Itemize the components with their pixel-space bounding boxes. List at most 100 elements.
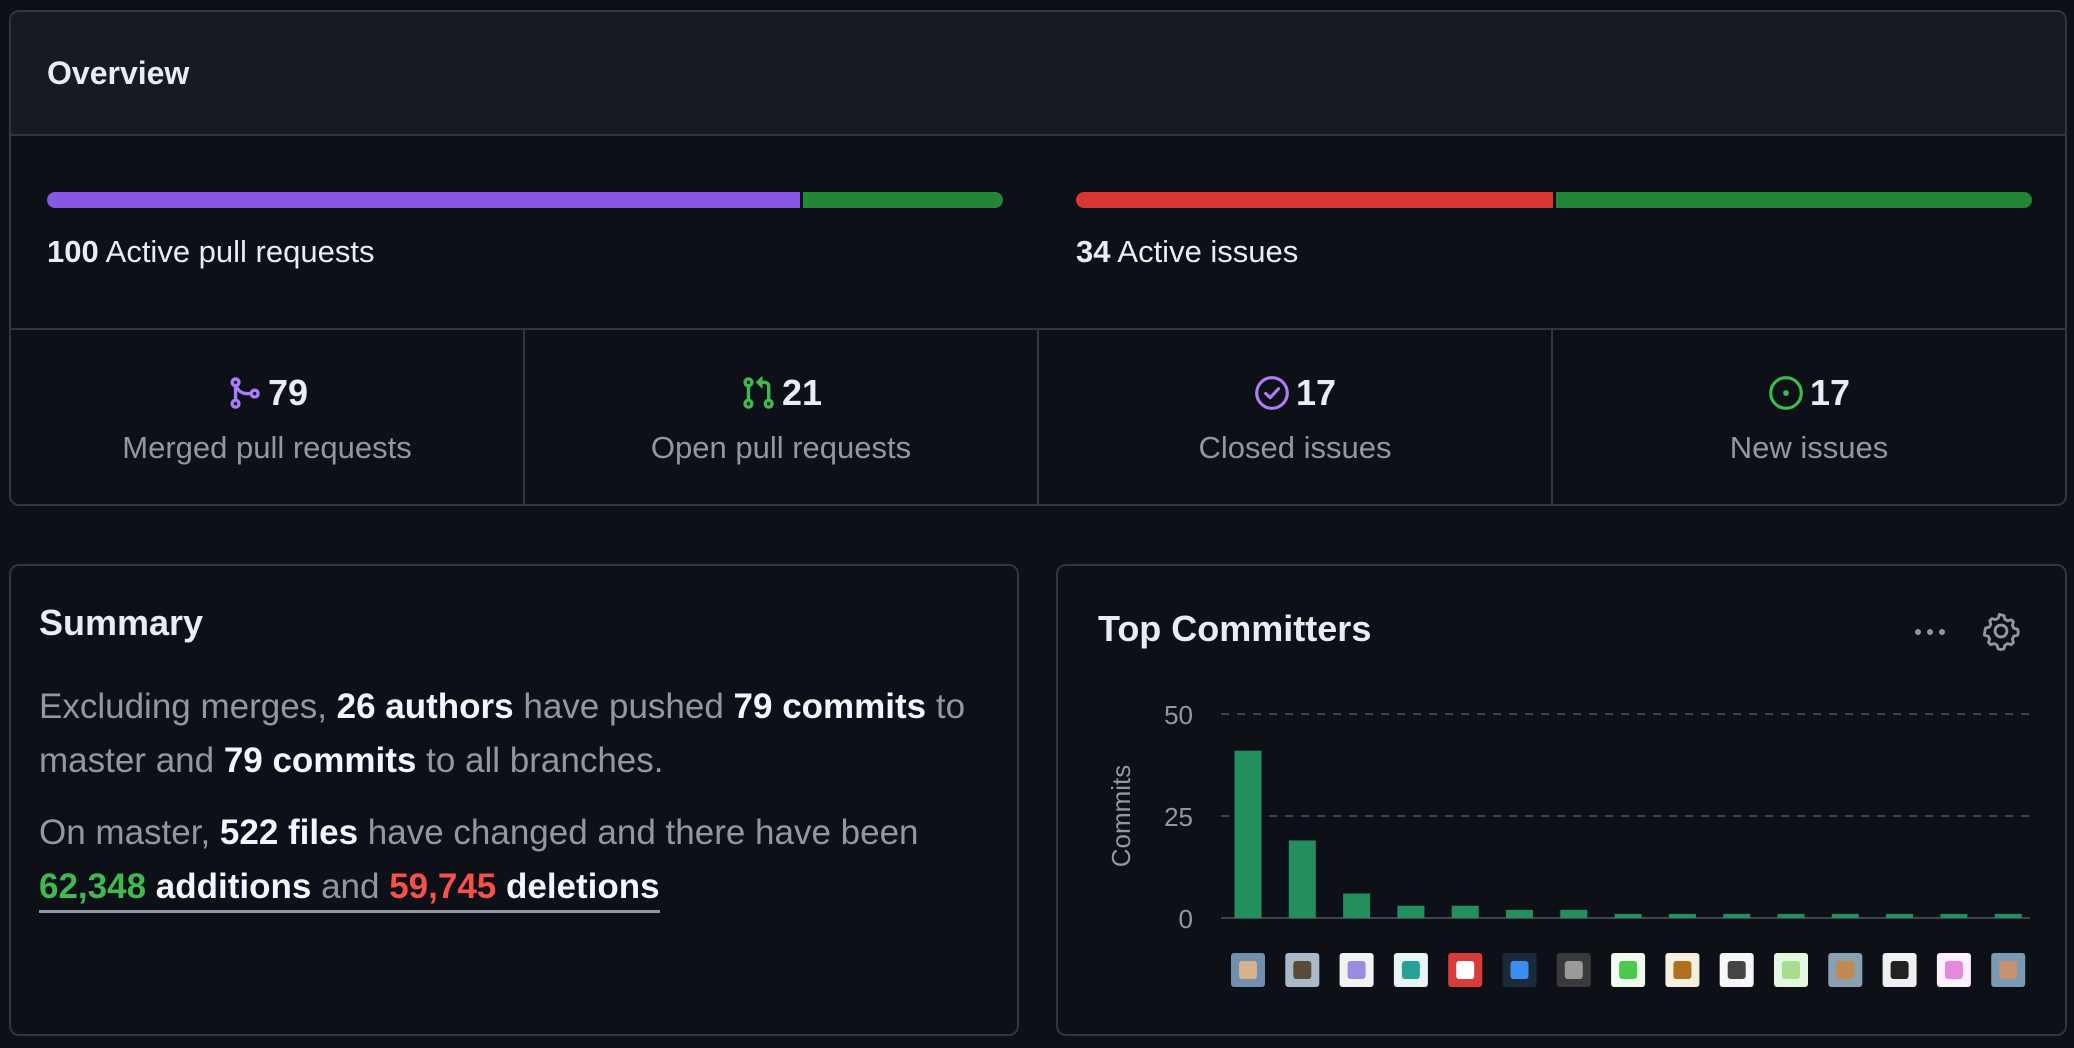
- summary-text: have pushed: [513, 687, 734, 726]
- commit-bar: [1831, 913, 1859, 918]
- active-issues-text: Active issues: [1117, 234, 1299, 269]
- avatar-glyph: [1782, 961, 1800, 979]
- commit-bar: [1723, 913, 1751, 918]
- all-branches-commits-count[interactable]: 79 commits: [223, 741, 417, 780]
- avatar-glyph: [1890, 961, 1909, 979]
- avatar-glyph: [1727, 961, 1746, 979]
- diff-stats-link[interactable]: 62,348 additions and 59,745 deletions: [39, 867, 660, 913]
- stats-row: 79 Merged pull requests 21 Open pull req…: [11, 330, 2065, 504]
- files-changed-count[interactable]: 522 files: [219, 813, 359, 852]
- commit-bar: [1940, 913, 1968, 918]
- committer-avatar[interactable]: [1991, 953, 2026, 987]
- issues-bar[interactable]: [1076, 192, 2032, 208]
- activity-bars: 100 Active pull requests 34 Active issue…: [11, 136, 2065, 330]
- stat-value: 17: [1295, 372, 1337, 413]
- summary-text: to master and: [39, 687, 966, 780]
- committer-avatar[interactable]: [1774, 953, 1808, 987]
- additions-label: additions: [146, 867, 312, 906]
- closed-segment: [1076, 192, 1553, 208]
- y-axis-label: Commits: [1106, 765, 1136, 868]
- kebab-horizontal-icon[interactable]: [1910, 612, 1950, 652]
- active-issues-count: 34: [1076, 234, 1111, 269]
- stat-value: 79: [267, 372, 309, 413]
- summary-text: On master,: [39, 813, 220, 852]
- avatar-glyph: [1239, 961, 1257, 979]
- avatar-glyph: [1293, 961, 1312, 979]
- commit-bar: [1234, 750, 1262, 918]
- avatar-glyph: [1999, 961, 2018, 979]
- commit-bar: [1397, 905, 1425, 918]
- y-tick-label: 25: [1164, 802, 1193, 832]
- summary-panel: Summary Excluding merges, 26 authors hav…: [9, 564, 1019, 1036]
- avatar-glyph: [1836, 961, 1855, 979]
- commit-bar: [1451, 905, 1479, 918]
- commit-bar: [1614, 913, 1642, 918]
- committer-avatar[interactable]: [1882, 953, 1917, 987]
- stat-merged-pull-requests[interactable]: 79 Merged pull requests: [11, 330, 525, 504]
- avatar-glyph: [1401, 961, 1420, 979]
- issue-closed-icon: [1254, 375, 1290, 411]
- commit-bar: [1343, 893, 1371, 918]
- avatar-glyph: [1510, 961, 1529, 979]
- active-pull-requests-text: Active pull requests: [105, 234, 375, 269]
- stat-label: Merged pull requests: [122, 430, 412, 465]
- committer-avatar[interactable]: [1556, 953, 1591, 987]
- summary-text: to all branches.: [416, 741, 664, 780]
- authors-count[interactable]: 26 authors: [336, 687, 514, 726]
- top-committers-title: Top Committers: [1098, 608, 1372, 649]
- stat-open-pull-requests[interactable]: 21 Open pull requests: [525, 330, 1039, 504]
- active-issues-label[interactable]: 34 Active issues: [1076, 234, 2032, 270]
- gear-icon[interactable]: [1980, 610, 2022, 652]
- commit-bar: [1560, 909, 1588, 918]
- master-commits-count[interactable]: 79 commits: [733, 687, 927, 726]
- summary-text: and: [311, 867, 390, 906]
- summary-title: Summary: [39, 602, 204, 643]
- committer-avatar[interactable]: [1448, 953, 1483, 987]
- committer-avatar[interactable]: [1936, 953, 1971, 987]
- git-merge-icon: [226, 375, 262, 411]
- merged-segment: [47, 192, 800, 208]
- active-pull-requests-label[interactable]: 100 Active pull requests: [47, 234, 1003, 270]
- open-segment: [799, 192, 1003, 208]
- pull-requests-bar-block[interactable]: 100 Active pull requests: [47, 192, 1003, 270]
- y-tick-label: 50: [1164, 700, 1193, 730]
- avatar-glyph: [1673, 961, 1692, 979]
- deletions-label: deletions: [496, 867, 660, 906]
- committer-avatar[interactable]: [1502, 953, 1537, 987]
- committer-avatar[interactable]: [1393, 953, 1428, 987]
- stat-label: Open pull requests: [650, 430, 912, 465]
- active-pull-requests-count: 100: [47, 234, 99, 269]
- avatar-glyph: [1564, 961, 1583, 979]
- issues-bar-block[interactable]: 34 Active issues: [1076, 192, 2032, 270]
- committer-avatar[interactable]: [1285, 953, 1320, 987]
- stat-closed-issues[interactable]: 17 Closed issues: [1039, 330, 1553, 504]
- committer-avatar[interactable]: [1665, 953, 1700, 987]
- avatar-glyph: [1619, 961, 1638, 979]
- commit-bar: [1777, 913, 1805, 918]
- commit-bar: [1994, 913, 2022, 918]
- summary-commits-text: Excluding merges, 26 authors have pushed…: [39, 680, 989, 788]
- committer-avatar[interactable]: [1231, 953, 1265, 987]
- stat-label: Closed issues: [1198, 430, 1392, 465]
- commit-bar: [1886, 913, 1914, 918]
- pull-requests-bar[interactable]: [47, 192, 1003, 208]
- stat-value: 21: [781, 372, 823, 413]
- committer-avatar[interactable]: [1339, 953, 1374, 987]
- committer-avatar[interactable]: [1828, 953, 1863, 987]
- summary-text: have changed and there have been: [358, 813, 919, 852]
- overview-header: Overview: [11, 12, 2065, 136]
- summary-text: Excluding merges,: [39, 687, 337, 726]
- avatar-glyph: [1944, 961, 1963, 979]
- committer-avatar[interactable]: [1611, 953, 1646, 987]
- commit-bar: [1288, 840, 1316, 918]
- summary-files-text: On master, 522 files have changed and th…: [39, 806, 989, 914]
- stat-value: 17: [1809, 372, 1851, 413]
- avatar-glyph: [1347, 961, 1366, 979]
- stat-new-issues[interactable]: 17 New issues: [1553, 330, 2065, 504]
- issue-opened-icon: [1768, 375, 1804, 411]
- overview-panel: Overview 100 Active pull requests 34 Act…: [9, 10, 2067, 506]
- top-committers-chart: 0 25 50 Commits: [1106, 700, 2030, 987]
- stat-label: New issues: [1729, 430, 1889, 465]
- commit-bar: [1668, 913, 1696, 918]
- committer-avatar[interactable]: [1719, 953, 1754, 987]
